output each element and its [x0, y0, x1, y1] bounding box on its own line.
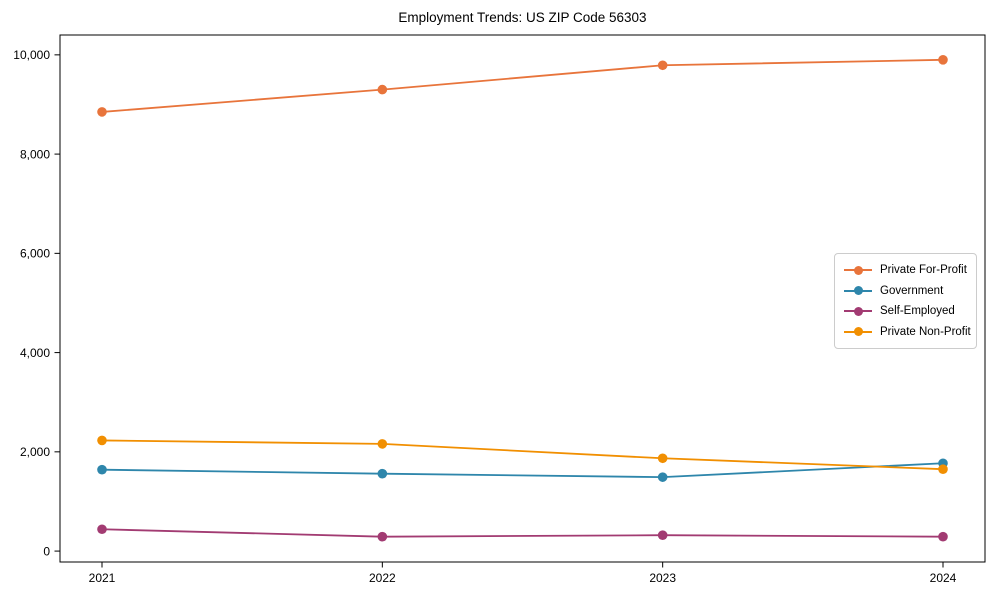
- series-point-self-employed: [377, 531, 388, 542]
- x-tick-label: 2022: [369, 571, 396, 585]
- y-tick-label: 0: [43, 544, 50, 558]
- series-point-self-employed: [938, 531, 948, 542]
- series-point-government: [97, 464, 107, 475]
- series-line-private-for-profit: [101, 58, 944, 113]
- legend-dot-swatch: [853, 286, 863, 296]
- legend-item-self-employed: Self-Employed: [844, 301, 972, 322]
- series-point-government: [377, 468, 388, 479]
- series-point-private-non-profit: [657, 453, 668, 464]
- series-point-self-employed: [657, 530, 668, 541]
- y-tick-label: 2,000: [20, 445, 50, 459]
- series-point-government: [657, 472, 668, 482]
- legend-line-dot-icon: [844, 306, 872, 317]
- y-tick-label: 8,000: [20, 147, 50, 161]
- legend-box: Private For-Profit Government Self-Employe…: [834, 253, 977, 349]
- plot-border: [59, 34, 986, 563]
- legend-label: Private Non-Profit: [880, 325, 971, 338]
- series-point-private-non-profit: [97, 435, 107, 446]
- legend-line-dot-icon: [844, 265, 872, 276]
- series-point-private-for-profit: [657, 60, 668, 71]
- legend-line-dot-icon: [844, 285, 872, 296]
- y-tick-label: 4,000: [20, 346, 50, 360]
- legend-line-dot-icon: [844, 326, 872, 337]
- y-tick-label: 10,000: [13, 48, 50, 62]
- legend-label: Private For-Profit: [880, 264, 967, 277]
- series-point-private-for-profit: [377, 84, 388, 95]
- legend-dot-swatch: [853, 265, 863, 275]
- legend-dot-swatch: [853, 327, 863, 337]
- chart-title: Employment Trends: US ZIP Code 56303: [398, 10, 647, 25]
- series-point-private-for-profit: [97, 107, 107, 117]
- x-tick-label: 2023: [649, 571, 676, 585]
- legend-label: Government: [880, 284, 944, 297]
- series-point-private-non-profit: [938, 464, 948, 475]
- legend-dot-swatch: [853, 306, 863, 316]
- series-line-self-employed: [101, 528, 944, 538]
- series-point-private-non-profit: [377, 439, 388, 449]
- series-point-self-employed: [97, 524, 107, 535]
- legend-item-private-for-profit: Private For-Profit: [844, 260, 972, 281]
- series-line-government: [101, 462, 944, 479]
- x-tick-label: 2021: [89, 571, 116, 585]
- series-line-private-non-profit: [101, 439, 944, 471]
- legend-item-private-non-profit: Private Non-Profit: [844, 322, 972, 343]
- legend-label: Self-Employed: [880, 305, 955, 318]
- legend-item-government: Government: [844, 281, 972, 302]
- series-point-private-for-profit: [938, 55, 948, 65]
- x-tick-label: 2024: [930, 571, 957, 585]
- y-tick-label: 6,000: [20, 247, 50, 261]
